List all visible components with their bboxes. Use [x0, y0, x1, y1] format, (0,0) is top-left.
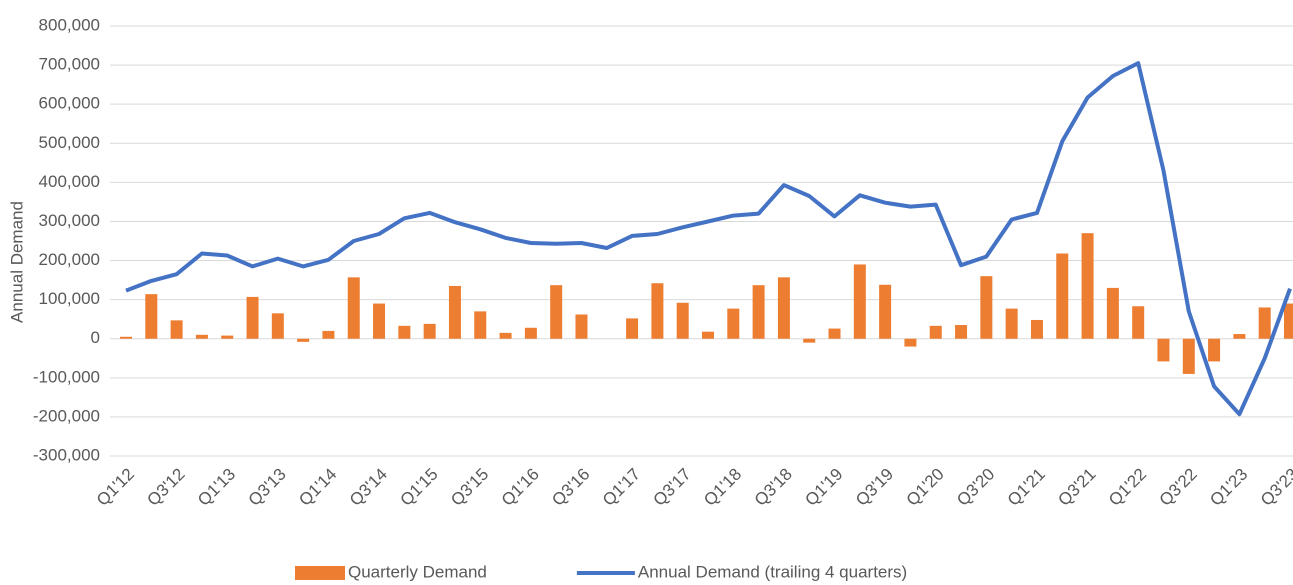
bar — [322, 330, 335, 339]
bar — [120, 336, 132, 339]
x-tick-label: Q3'23 — [1257, 465, 1293, 510]
bar — [499, 332, 512, 339]
bar — [246, 296, 259, 339]
bar — [423, 323, 436, 339]
bar — [145, 294, 158, 339]
x-tick-label: Q1'12 — [93, 465, 138, 510]
bar — [651, 283, 664, 339]
legend-label: Quarterly Demand — [348, 562, 487, 581]
x-tick-label: Q3'12 — [143, 465, 188, 510]
bar — [170, 320, 183, 339]
x-tick-label: Q3'14 — [346, 465, 391, 510]
bar — [904, 338, 917, 347]
bar — [398, 325, 411, 339]
x-tick-label: Q1'19 — [801, 465, 846, 510]
x-tick-label: Q1'14 — [295, 465, 340, 510]
bar — [550, 285, 563, 339]
bar — [828, 328, 841, 339]
bar — [777, 277, 790, 339]
bar — [1182, 338, 1195, 374]
x-tick-label: Q3'21 — [1054, 465, 1099, 510]
line — [125, 61, 1292, 417]
bar — [803, 338, 816, 343]
bar — [1132, 306, 1145, 339]
y-tick-label: -100,000 — [33, 367, 100, 386]
x-tick-label: Q1'18 — [700, 465, 745, 510]
x-tick-label: Q1'21 — [1004, 465, 1049, 510]
bar — [980, 276, 993, 339]
bar — [752, 285, 765, 339]
x-tick-label: Q3'16 — [548, 465, 593, 510]
bar — [955, 325, 968, 339]
y-tick-label: 800,000 — [39, 15, 100, 34]
bar — [448, 285, 461, 339]
bar — [702, 331, 714, 339]
bar — [1081, 233, 1094, 339]
bar — [297, 338, 310, 342]
bar — [1106, 287, 1119, 339]
x-tick-label: Q1'20 — [903, 465, 948, 510]
bar — [853, 264, 866, 339]
y-tick-label: -300,000 — [33, 445, 100, 464]
bar — [676, 302, 689, 339]
x-tick-label: Q1'17 — [599, 465, 644, 510]
y-tick-label: -200,000 — [33, 406, 100, 425]
bar — [879, 284, 892, 339]
x-tick-label: Q1'22 — [1105, 465, 1150, 510]
bar — [524, 327, 537, 339]
x-tick-label: Q1'16 — [498, 465, 543, 510]
y-tick-label: 500,000 — [39, 133, 100, 152]
x-tick-label: Q3'17 — [650, 465, 695, 510]
bar — [373, 303, 386, 339]
x-tick-label: Q1'15 — [397, 465, 442, 510]
y-tick-label: 300,000 — [39, 211, 100, 230]
bar — [727, 308, 740, 339]
x-tick-label: Q1'13 — [194, 465, 239, 510]
x-tick-label: Q3'20 — [953, 465, 998, 510]
bar — [1005, 308, 1018, 339]
bar — [195, 334, 208, 339]
x-tick-label: Q3'22 — [1156, 465, 1201, 510]
legend-label: Annual Demand (trailing 4 quarters) — [638, 562, 907, 581]
bar — [1208, 338, 1221, 362]
x-tick-label: Q3'15 — [447, 465, 492, 510]
y-tick-label: 0 — [91, 328, 100, 347]
bar — [1233, 334, 1246, 339]
bar — [626, 318, 639, 339]
x-tick-label: Q3'13 — [245, 465, 290, 510]
bar — [1056, 253, 1069, 339]
bar — [1030, 319, 1043, 339]
bar — [575, 314, 588, 339]
x-tick-label: Q3'19 — [852, 465, 897, 510]
y-tick-label: 100,000 — [39, 289, 100, 308]
bar — [1284, 303, 1293, 339]
bar — [929, 325, 942, 339]
y-tick-label: 400,000 — [39, 172, 100, 191]
bar — [474, 311, 487, 339]
y-tick-label: 600,000 — [39, 94, 100, 113]
legend-swatch — [295, 566, 345, 580]
x-tick-label: Q3'18 — [751, 465, 796, 510]
bar — [221, 335, 234, 339]
y-tick-label: 200,000 — [39, 250, 100, 269]
bar — [271, 313, 284, 339]
y-axis-label: Annual Demand — [7, 201, 26, 323]
y-tick-label: 700,000 — [39, 55, 100, 74]
bar — [1157, 338, 1170, 362]
bar — [1258, 307, 1271, 339]
x-tick-label: Q1'23 — [1206, 465, 1251, 510]
bar — [347, 277, 360, 339]
